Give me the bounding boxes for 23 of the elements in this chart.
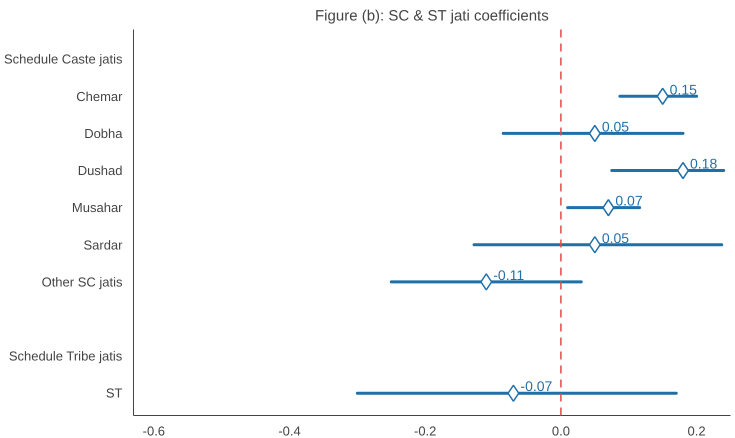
y-tick-label: Other SC jatis (42, 274, 123, 290)
data-label: 0.07 (615, 192, 643, 209)
y-tick-label: Dobha (84, 126, 124, 141)
y-tick-label: Sardar (83, 237, 124, 252)
data-label: 0.05 (602, 230, 630, 246)
y-tick-label: Musahar (72, 200, 124, 216)
x-tick-label: -0.6 (142, 424, 166, 438)
data-label: -0.07 (520, 378, 553, 394)
y-tick-label: Dushad (78, 163, 123, 178)
x-tick-label: 0.2 (688, 424, 706, 438)
x-tick-label: 0.0 (552, 424, 570, 438)
data-label: -0.11 (493, 266, 524, 283)
data-label: 0.05 (602, 118, 630, 134)
x-tick-label: -0.4 (278, 424, 301, 438)
data-label: 0.18 (690, 156, 718, 172)
y-tick-label: Schedule Tribe jatis (8, 348, 123, 364)
y-tick-label: ST (106, 386, 123, 401)
y-tick-label: Schedule Caste jatis (4, 52, 123, 67)
y-tick-label: Chemar (76, 88, 124, 104)
data-label: 0.15 (670, 81, 698, 98)
point (676, 162, 690, 180)
chart-title: Figure (b): SC & ST jati coefficients (315, 8, 549, 24)
x-tick-label: -0.2 (414, 424, 436, 438)
